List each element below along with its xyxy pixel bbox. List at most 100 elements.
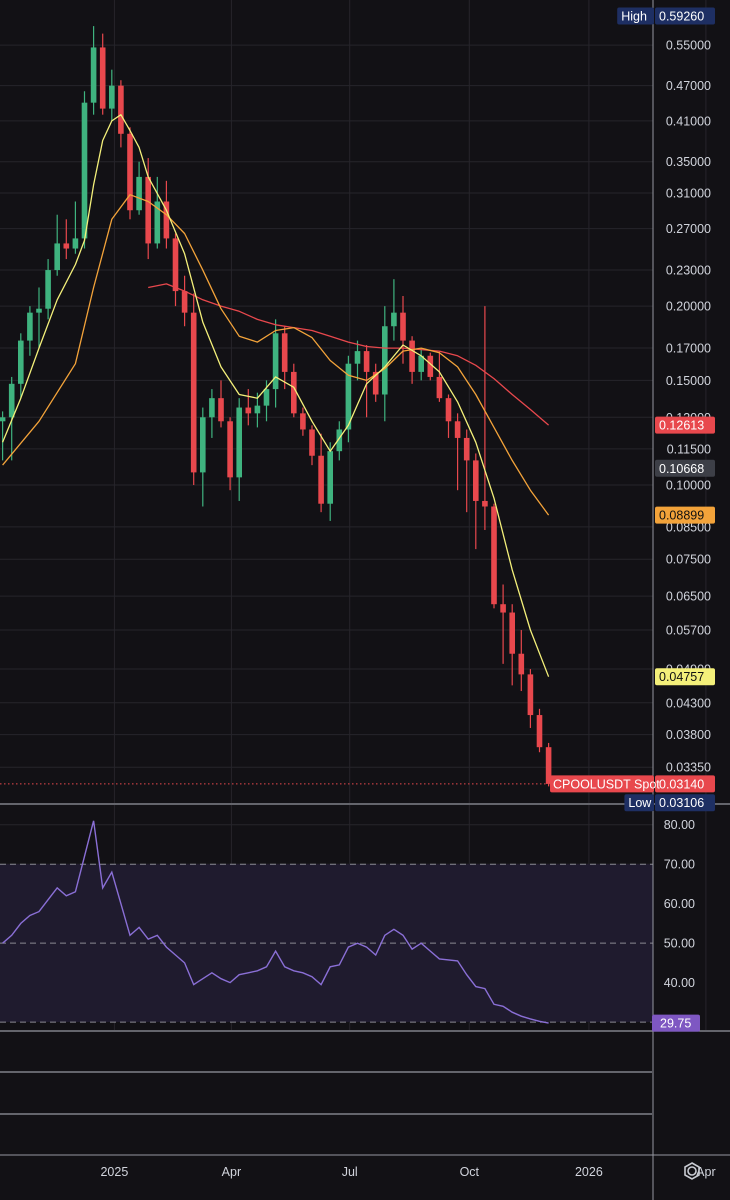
candle-body <box>427 355 434 377</box>
candle <box>473 453 479 550</box>
candle <box>63 219 70 260</box>
candle-body <box>154 201 161 244</box>
ma-orange-line <box>2 194 550 516</box>
candle <box>518 630 525 692</box>
candle <box>436 351 443 402</box>
candle <box>445 394 452 438</box>
candle-body <box>300 413 306 430</box>
time-tick-label: 2025 <box>100 1165 128 1179</box>
gear-icon[interactable] <box>684 1162 700 1180</box>
candle-body <box>436 376 443 399</box>
candle <box>99 33 106 115</box>
candle <box>190 293 197 485</box>
time-tick-label: Jul <box>342 1165 358 1179</box>
price-tag-marker-box <box>655 459 715 477</box>
candle-body <box>209 398 215 418</box>
price-tick-label: 0.31000 <box>666 187 711 201</box>
price-tag-ma-red-value: 0.12613 <box>659 419 704 433</box>
rsi-tick-label: 50.00 <box>664 937 695 951</box>
candle <box>118 80 124 148</box>
candle-body <box>200 417 206 473</box>
candle-body <box>99 47 106 109</box>
candle-body <box>118 85 124 134</box>
ma-red-line <box>148 283 550 426</box>
price-tick-label: 0.07500 <box>666 553 711 567</box>
time-tick-label: Oct <box>460 1165 480 1179</box>
price-tag-high-label: High <box>621 10 647 24</box>
candle-body <box>136 176 142 211</box>
rsi-pane <box>2 820 549 1024</box>
candle-body <box>463 437 470 461</box>
candle <box>209 389 215 438</box>
price-tick-label: 0.17000 <box>666 342 711 356</box>
candle-body <box>227 421 233 478</box>
candle <box>181 275 188 327</box>
price-tag-ma-yellow-value: 0.04757 <box>659 670 704 684</box>
candle-body <box>181 291 188 313</box>
candle <box>309 425 315 466</box>
price-tag-high-value: 0.59260 <box>659 10 704 24</box>
candle <box>172 233 179 307</box>
rsi-last-tag: 29.75 <box>652 1014 700 1032</box>
candle-body <box>391 312 397 327</box>
candle <box>272 319 279 408</box>
price-tags: 0.59260High0.126130.106680.088990.047570… <box>550 7 715 1032</box>
candle <box>27 306 33 356</box>
candle <box>236 398 242 501</box>
price-tag-low: 0.03106 Low <box>624 794 715 812</box>
candle-body <box>72 238 79 249</box>
candle <box>354 340 361 381</box>
price-tag-ma-orange: 0.08899 <box>655 506 715 524</box>
candle <box>90 26 97 115</box>
price-tag-ma-orange-box <box>655 506 715 524</box>
candle-body <box>482 500 488 507</box>
candle <box>318 433 324 513</box>
price-tag-ma-yellow: 0.04757 <box>655 668 715 686</box>
candle-body <box>218 398 224 422</box>
price-tick-label: 0.03350 <box>666 761 711 775</box>
candle-body <box>245 407 252 414</box>
candle-body <box>345 363 352 430</box>
candle <box>418 348 424 381</box>
price-tick-label: 0.20000 <box>666 300 711 314</box>
rsi-last-tag-box <box>652 1014 700 1032</box>
candle-body <box>318 455 324 504</box>
candle-body <box>281 333 288 372</box>
price-tag-marker-value: 0.10668 <box>659 462 704 476</box>
candle <box>391 279 397 341</box>
rsi-tick-label: 60.00 <box>664 897 695 911</box>
price-tag-last-value: 0.03140 <box>659 777 704 791</box>
price-tick-label: 0.03800 <box>666 728 711 742</box>
price-tick-label: 0.15000 <box>666 374 711 388</box>
candle <box>154 176 161 249</box>
price-tick-label: 0.11500 <box>667 442 711 456</box>
candle <box>454 413 461 491</box>
candle-body <box>454 421 461 438</box>
time-axis[interactable]: 2025 Apr Jul Oct 2026 Apr <box>100 1165 715 1179</box>
candle-body <box>291 371 297 414</box>
ma-yellow-line <box>1 114 550 677</box>
price-tag-low-label-box <box>624 794 654 812</box>
symbol-tag-label: CPOOLUSDT Spot <box>553 777 660 791</box>
candle <box>509 604 515 686</box>
candle-body <box>236 407 242 478</box>
candle-body <box>272 333 279 390</box>
candle-body <box>527 674 534 716</box>
candle-body <box>309 429 315 456</box>
candle-body <box>81 102 88 239</box>
candle <box>200 407 206 507</box>
candle-body <box>90 47 97 103</box>
price-axis[interactable]: 0.55000 0.47000 0.41000 0.35000 0.31000 0.270… <box>664 39 711 991</box>
candle <box>227 417 233 491</box>
candle-body <box>363 351 370 372</box>
price-tick-label: 0.10000 <box>666 478 711 492</box>
rsi-tick-label: 70.00 <box>664 858 695 872</box>
candle-body <box>473 460 479 501</box>
price-tag-ma-red: 0.12613 <box>655 416 715 434</box>
price-tag-marker: 0.10668 <box>655 459 715 477</box>
candle <box>482 306 488 530</box>
price-tick-label: 0.05700 <box>666 624 711 638</box>
candle <box>300 407 306 436</box>
